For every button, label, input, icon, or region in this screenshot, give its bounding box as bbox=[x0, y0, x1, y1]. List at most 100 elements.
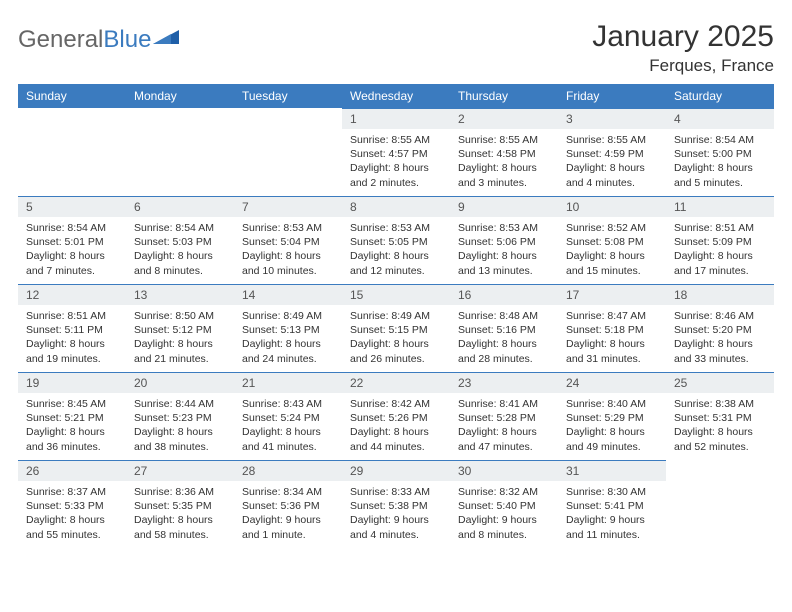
daylight-text: Daylight: 8 hours and 31 minutes. bbox=[566, 337, 658, 365]
day-number: 25 bbox=[666, 372, 774, 393]
daylight-text: Daylight: 8 hours and 4 minutes. bbox=[566, 161, 658, 189]
sunset-text: Sunset: 5:04 PM bbox=[242, 235, 334, 249]
sunset-text: Sunset: 5:24 PM bbox=[242, 411, 334, 425]
daylight-text: Daylight: 8 hours and 5 minutes. bbox=[674, 161, 766, 189]
day-number: 13 bbox=[126, 284, 234, 305]
sunrise-text: Sunrise: 8:51 AM bbox=[26, 309, 118, 323]
day-cell: 16Sunrise: 8:48 AMSunset: 5:16 PMDayligh… bbox=[450, 284, 558, 372]
day-number: 17 bbox=[558, 284, 666, 305]
logo-text-general: General bbox=[18, 26, 103, 54]
logo-triangle-icon bbox=[153, 26, 179, 44]
day-header: Saturday bbox=[666, 84, 774, 108]
sunset-text: Sunset: 5:15 PM bbox=[350, 323, 442, 337]
daylight-text: Daylight: 8 hours and 41 minutes. bbox=[242, 425, 334, 453]
sunset-text: Sunset: 5:40 PM bbox=[458, 499, 550, 513]
day-cell: 12Sunrise: 8:51 AMSunset: 5:11 PMDayligh… bbox=[18, 284, 126, 372]
daylight-text: Daylight: 9 hours and 4 minutes. bbox=[350, 513, 442, 541]
sunset-text: Sunset: 5:26 PM bbox=[350, 411, 442, 425]
day-body: Sunrise: 8:51 AMSunset: 5:09 PMDaylight:… bbox=[666, 217, 774, 284]
day-cell: 19Sunrise: 8:45 AMSunset: 5:21 PMDayligh… bbox=[18, 372, 126, 460]
sunset-text: Sunset: 5:11 PM bbox=[26, 323, 118, 337]
daylight-text: Daylight: 8 hours and 3 minutes. bbox=[458, 161, 550, 189]
day-number: 11 bbox=[666, 196, 774, 217]
day-number: 4 bbox=[666, 108, 774, 129]
day-cell: 5Sunrise: 8:54 AMSunset: 5:01 PMDaylight… bbox=[18, 196, 126, 284]
sunset-text: Sunset: 5:18 PM bbox=[566, 323, 658, 337]
sunrise-text: Sunrise: 8:44 AM bbox=[134, 397, 226, 411]
day-cell bbox=[234, 108, 342, 196]
sunset-text: Sunset: 4:58 PM bbox=[458, 147, 550, 161]
sunset-text: Sunset: 5:23 PM bbox=[134, 411, 226, 425]
day-number: 20 bbox=[126, 372, 234, 393]
sunrise-text: Sunrise: 8:54 AM bbox=[674, 133, 766, 147]
day-body: Sunrise: 8:32 AMSunset: 5:40 PMDaylight:… bbox=[450, 481, 558, 548]
daylight-text: Daylight: 8 hours and 12 minutes. bbox=[350, 249, 442, 277]
daylight-text: Daylight: 8 hours and 33 minutes. bbox=[674, 337, 766, 365]
day-cell: 4Sunrise: 8:54 AMSunset: 5:00 PMDaylight… bbox=[666, 108, 774, 196]
sunset-text: Sunset: 5:12 PM bbox=[134, 323, 226, 337]
day-number: 7 bbox=[234, 196, 342, 217]
day-cell bbox=[126, 108, 234, 196]
daylight-text: Daylight: 8 hours and 38 minutes. bbox=[134, 425, 226, 453]
day-cell: 8Sunrise: 8:53 AMSunset: 5:05 PMDaylight… bbox=[342, 196, 450, 284]
day-cell bbox=[666, 460, 774, 548]
daylight-text: Daylight: 8 hours and 58 minutes. bbox=[134, 513, 226, 541]
day-header: Monday bbox=[126, 84, 234, 108]
day-header: Friday bbox=[558, 84, 666, 108]
calendar-table: Sunday Monday Tuesday Wednesday Thursday… bbox=[18, 84, 774, 548]
day-body: Sunrise: 8:54 AMSunset: 5:01 PMDaylight:… bbox=[18, 217, 126, 284]
header: GeneralBlue January 2025 Ferques, France bbox=[18, 20, 774, 76]
sunrise-text: Sunrise: 8:53 AM bbox=[350, 221, 442, 235]
sunrise-text: Sunrise: 8:30 AM bbox=[566, 485, 658, 499]
week-row: 12 Sunrise: 8:51 AMSunset: 5:11 PM Dayligh… bbox=[18, 284, 774, 372]
day-cell: 14Sunrise: 8:49 AMSunset: 5:13 PMDayligh… bbox=[234, 284, 342, 372]
sunset-text: Sunset: 5:21 PM bbox=[26, 411, 118, 425]
day-number: 9 bbox=[450, 196, 558, 217]
day-body: Sunrise: 8:40 AMSunset: 5:29 PMDaylight:… bbox=[558, 393, 666, 460]
day-number: 14 bbox=[234, 284, 342, 305]
day-body: Sunrise: 8:50 AMSunset: 5:12 PMDaylight:… bbox=[126, 305, 234, 372]
sunrise-text: Sunrise: 8:49 AM bbox=[242, 309, 334, 323]
day-body: Sunrise: 8:46 AMSunset: 5:20 PMDaylight:… bbox=[666, 305, 774, 372]
day-cell: 10Sunrise: 8:52 AMSunset: 5:08 PMDayligh… bbox=[558, 196, 666, 284]
sunset-text: Sunset: 5:05 PM bbox=[350, 235, 442, 249]
day-number: 27 bbox=[126, 460, 234, 481]
day-number: 12 bbox=[18, 284, 126, 305]
day-cell: 7Sunrise: 8:53 AMSunset: 5:04 PMDaylight… bbox=[234, 196, 342, 284]
sunset-text: Sunset: 5:16 PM bbox=[458, 323, 550, 337]
sunrise-text: Sunrise: 8:32 AM bbox=[458, 485, 550, 499]
day-body: Sunrise: 8:33 AMSunset: 5:38 PMDaylight:… bbox=[342, 481, 450, 548]
day-cell: 6Sunrise: 8:54 AMSunset: 5:03 PMDaylight… bbox=[126, 196, 234, 284]
month-title: January 2025 bbox=[592, 20, 774, 54]
sunrise-text: Sunrise: 8:38 AM bbox=[674, 397, 766, 411]
sunset-text: Sunset: 5:20 PM bbox=[674, 323, 766, 337]
day-number: 1 bbox=[342, 108, 450, 129]
day-body: Sunrise: 8:44 AMSunset: 5:23 PMDaylight:… bbox=[126, 393, 234, 460]
day-cell: 27Sunrise: 8:36 AMSunset: 5:35 PMDayligh… bbox=[126, 460, 234, 548]
sunset-text: Sunset: 5:38 PM bbox=[350, 499, 442, 513]
sunrise-text: Sunrise: 8:34 AM bbox=[242, 485, 334, 499]
day-number: 18 bbox=[666, 284, 774, 305]
sunrise-text: Sunrise: 8:52 AM bbox=[566, 221, 658, 235]
sunset-text: Sunset: 5:06 PM bbox=[458, 235, 550, 249]
day-cell: 20Sunrise: 8:44 AMSunset: 5:23 PMDayligh… bbox=[126, 372, 234, 460]
sunset-text: Sunset: 5:08 PM bbox=[566, 235, 658, 249]
sunrise-text: Sunrise: 8:43 AM bbox=[242, 397, 334, 411]
day-body: Sunrise: 8:48 AMSunset: 5:16 PMDaylight:… bbox=[450, 305, 558, 372]
day-cell: 2 Sunrise: 8:55 AMSunset: 4:58 PMDaylight… bbox=[450, 108, 558, 196]
day-body: Sunrise: 8:47 AMSunset: 5:18 PMDaylight:… bbox=[558, 305, 666, 372]
day-number: 29 bbox=[342, 460, 450, 481]
sunrise-text: Sunrise: 8:55 AM bbox=[458, 133, 550, 147]
sunrise-text: Sunrise: 8:45 AM bbox=[26, 397, 118, 411]
daylight-text: Daylight: 8 hours and 47 minutes. bbox=[458, 425, 550, 453]
day-body: Sunrise: 8:53 AMSunset: 5:06 PMDaylight:… bbox=[450, 217, 558, 284]
sunset-text: Sunset: 5:35 PM bbox=[134, 499, 226, 513]
day-cell: 17Sunrise: 8:47 AMSunset: 5:18 PMDayligh… bbox=[558, 284, 666, 372]
day-body: Sunrise: 8:45 AMSunset: 5:21 PMDaylight:… bbox=[18, 393, 126, 460]
sunset-text: Sunset: 5:13 PM bbox=[242, 323, 334, 337]
day-number: 2 bbox=[450, 108, 558, 129]
day-body: Sunrise: 8:53 AMSunset: 5:05 PMDaylight:… bbox=[342, 217, 450, 284]
day-cell: 11Sunrise: 8:51 AMSunset: 5:09 PMDayligh… bbox=[666, 196, 774, 284]
sunrise-text: Sunrise: 8:50 AM bbox=[134, 309, 226, 323]
sunset-text: Sunset: 5:29 PM bbox=[566, 411, 658, 425]
